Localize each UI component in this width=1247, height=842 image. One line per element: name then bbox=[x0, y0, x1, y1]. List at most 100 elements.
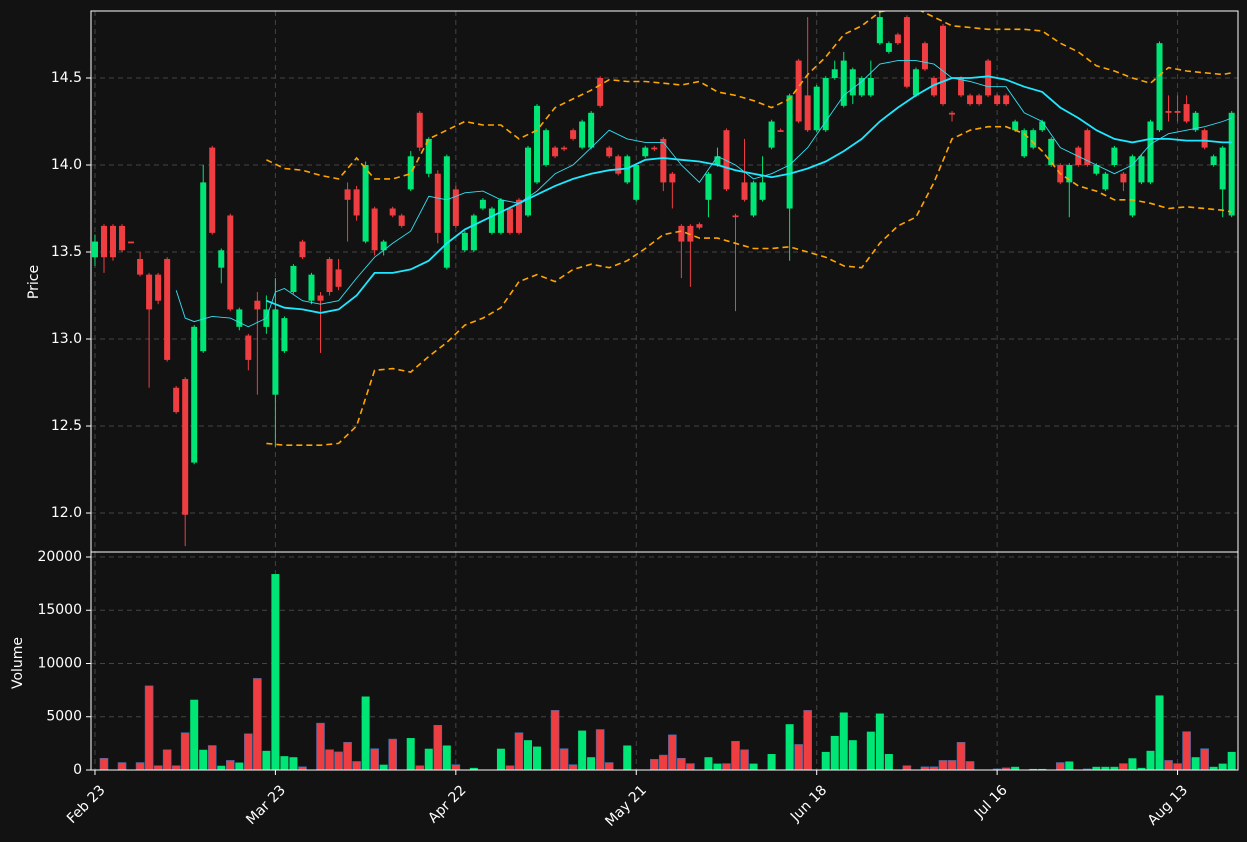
candle-body bbox=[218, 250, 225, 268]
candle-body bbox=[119, 225, 126, 251]
volume-bar bbox=[190, 699, 199, 770]
candle-body bbox=[633, 164, 640, 200]
volume-bar bbox=[704, 757, 713, 770]
candle-body bbox=[570, 130, 577, 139]
volume-bar bbox=[1065, 761, 1074, 770]
volume-bar bbox=[415, 765, 425, 771]
candle-body bbox=[813, 86, 820, 131]
volume-bar bbox=[469, 767, 478, 770]
candle-body bbox=[191, 326, 198, 463]
volume-bar bbox=[505, 765, 515, 771]
volume-bar bbox=[352, 761, 361, 771]
volume-bar bbox=[947, 760, 957, 771]
volume-bar bbox=[965, 761, 975, 771]
candle-body bbox=[615, 156, 622, 174]
volume-bar bbox=[1227, 751, 1236, 770]
volume-bar bbox=[1137, 767, 1146, 770]
y-tick-label: 5000 bbox=[46, 709, 82, 725]
volume-bar bbox=[659, 754, 668, 771]
candle-body bbox=[452, 189, 459, 226]
candle-body bbox=[1201, 130, 1208, 148]
volume-bar bbox=[1119, 763, 1128, 771]
volume-bar bbox=[496, 748, 505, 770]
candle-body bbox=[245, 335, 252, 360]
candle-body bbox=[534, 105, 541, 183]
candle-body bbox=[443, 156, 450, 268]
volume-bar bbox=[99, 757, 109, 771]
volume-bar bbox=[686, 763, 695, 771]
volume-bar bbox=[1173, 763, 1182, 771]
candle-body bbox=[254, 300, 261, 310]
candle-body bbox=[1219, 147, 1226, 190]
candle-body bbox=[858, 77, 865, 96]
candle-body bbox=[1192, 112, 1199, 131]
overlay-line bbox=[266, 125, 1232, 446]
volume-bar bbox=[740, 749, 749, 771]
volume-bar bbox=[830, 735, 839, 770]
candle-body bbox=[651, 147, 658, 150]
candle-body bbox=[299, 241, 306, 258]
candle-body bbox=[416, 112, 423, 148]
volume-bar bbox=[866, 731, 875, 770]
volume-bar bbox=[568, 764, 578, 771]
candle-body bbox=[885, 43, 892, 52]
candle-body bbox=[110, 225, 117, 258]
volume-bar bbox=[731, 740, 740, 771]
candle-body bbox=[1030, 130, 1037, 148]
volume-bar bbox=[235, 762, 244, 770]
volume-bar bbox=[803, 710, 812, 771]
candle-body bbox=[831, 69, 838, 78]
candle-body bbox=[1228, 112, 1235, 216]
volume-bar bbox=[1029, 768, 1038, 770]
volume-bar bbox=[424, 748, 433, 770]
candle-body bbox=[1156, 43, 1163, 131]
volume-bar bbox=[1110, 766, 1119, 770]
volume-bar bbox=[848, 740, 857, 770]
volume-bar bbox=[244, 733, 253, 771]
volume-bar bbox=[938, 760, 948, 771]
candle-body bbox=[398, 215, 405, 226]
candle-body bbox=[425, 138, 432, 174]
candle-body bbox=[91, 241, 98, 258]
volume-bar bbox=[623, 745, 632, 770]
candle-body bbox=[1174, 111, 1181, 113]
candle-body bbox=[1183, 104, 1190, 122]
volume-bar bbox=[1055, 762, 1065, 771]
candle-body bbox=[290, 265, 297, 293]
y-tick-label: 12.0 bbox=[51, 505, 82, 521]
volume-bar bbox=[650, 759, 659, 771]
volume-bar bbox=[117, 762, 127, 771]
volume-bar bbox=[902, 765, 912, 771]
candle-body bbox=[985, 60, 992, 96]
volume-bar bbox=[514, 732, 524, 771]
candle-body bbox=[380, 241, 387, 251]
candle-body bbox=[976, 95, 983, 105]
candle-body bbox=[1120, 173, 1127, 183]
candle-body bbox=[606, 147, 613, 157]
y-tick-label: 20000 bbox=[37, 549, 82, 565]
candle-body bbox=[1012, 121, 1019, 131]
candle-body bbox=[759, 182, 766, 200]
candle-body bbox=[506, 208, 513, 233]
volume-bar bbox=[524, 740, 533, 770]
volume-bar bbox=[325, 749, 334, 771]
volume-bar bbox=[1218, 763, 1227, 770]
candle-body bbox=[714, 156, 721, 165]
candle-body bbox=[660, 138, 667, 183]
candle-body bbox=[146, 274, 153, 310]
candle-body bbox=[173, 387, 180, 413]
volume-bar bbox=[767, 754, 776, 770]
volume-bar bbox=[1191, 757, 1200, 770]
candle-body bbox=[967, 95, 974, 105]
volume-bar bbox=[1209, 766, 1218, 770]
overlay-line bbox=[266, 11, 1232, 180]
y-tick-label: 12.5 bbox=[51, 418, 82, 434]
volume-bar bbox=[379, 764, 388, 770]
candle-body bbox=[1048, 138, 1055, 165]
candle-body bbox=[750, 182, 757, 216]
candle-body bbox=[1102, 173, 1109, 190]
candle-body bbox=[272, 309, 279, 395]
volume-bar bbox=[433, 724, 443, 771]
candle-body bbox=[344, 189, 351, 200]
